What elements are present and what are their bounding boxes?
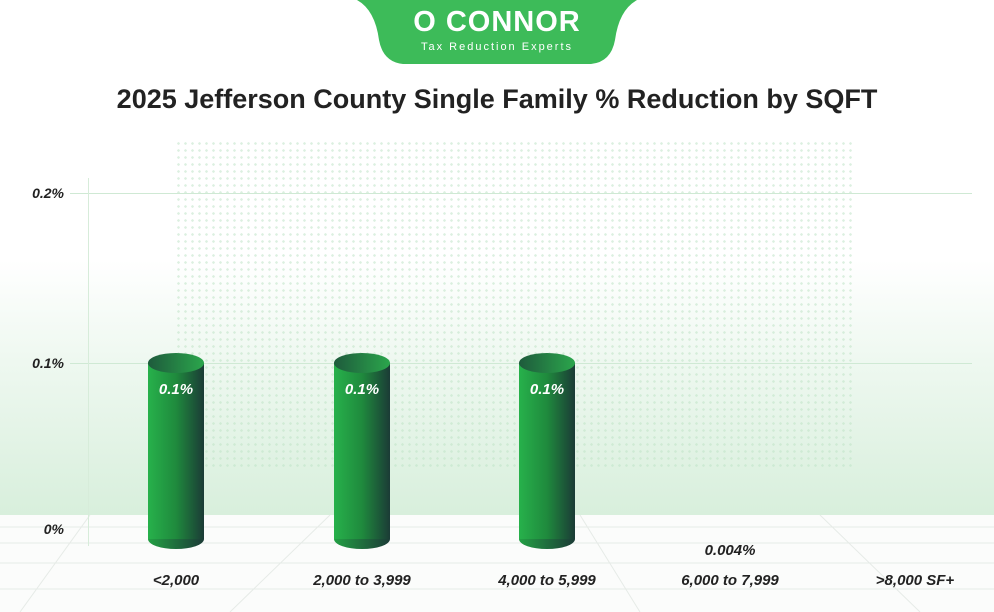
y-axis-line [88,178,89,546]
gridline-0.2 [70,193,972,194]
logo-banner-shape [357,0,637,64]
bar-value-label: 0.1% [344,381,380,398]
chart-title: 2025 Jefferson County Single Family % Re… [116,84,878,114]
world-map-dots [175,140,855,470]
bar-4000-5999: 0.1% [519,353,575,549]
x-label-lt-2000: <2,000 [152,572,200,589]
x-label-4000-5999: 4,000 to 5,999 [498,572,596,589]
oconnor-logo: O CONNOR Tax Reduction Experts [357,0,637,64]
logo-tagline: Tax Reduction Experts [420,41,574,53]
x-label-2000-3999: 2,000 to 3,999 [313,572,411,589]
logo-name: O CONNOR [413,6,581,38]
bar-lt-2000: 0.1% [148,353,204,549]
y-tick-0.2: 0.2% [32,185,64,201]
bar-2000-3999: 0.1% [334,353,390,549]
y-tick-0: 0% [43,521,64,537]
y-tick-0.1: 0.1% [32,355,64,371]
x-label-6000-7999: 6,000 to 7,999 [681,572,779,589]
bar-value-label: 0.1% [158,381,194,398]
x-label-gt-8000: >8,000 SF+ [875,572,955,589]
bar-value-label: 0.1% [529,381,565,398]
bar-value-6000-7999: 0.004% [704,542,756,559]
